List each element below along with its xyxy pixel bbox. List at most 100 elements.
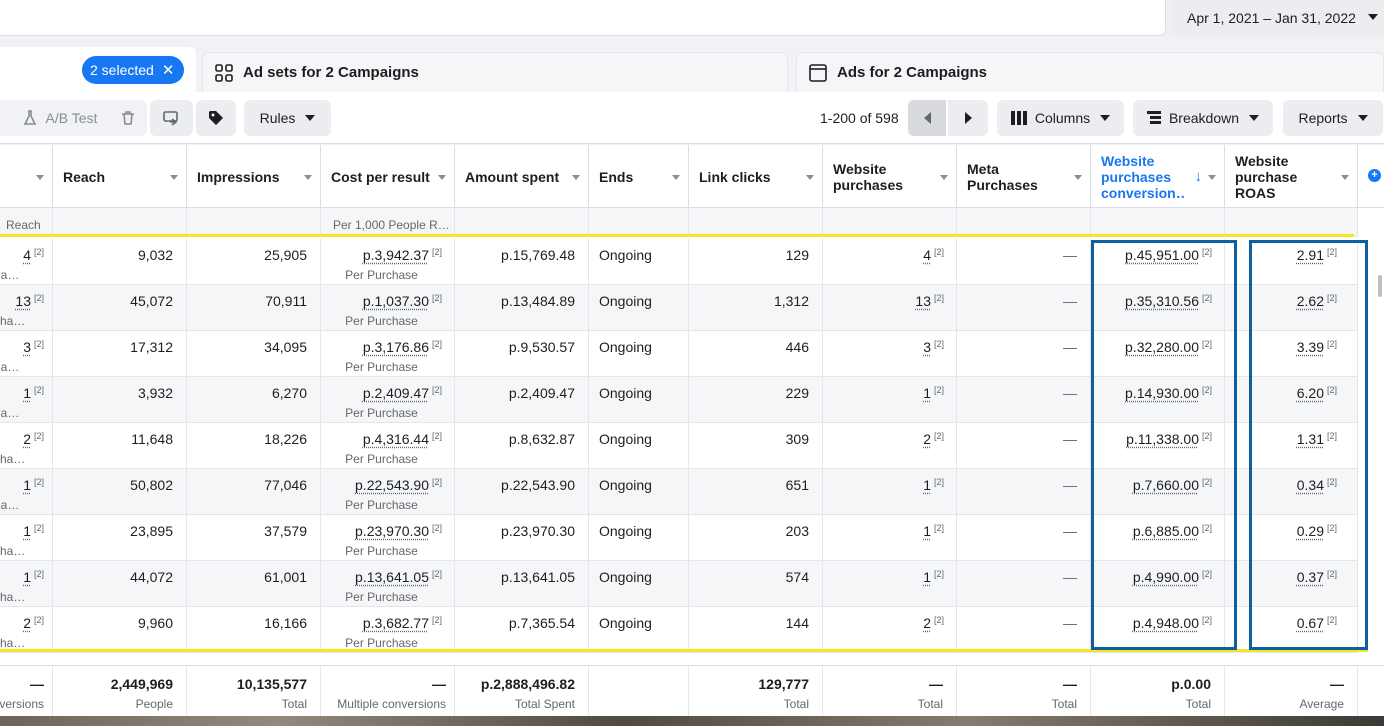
next-page-button[interactable] [948, 100, 988, 136]
roas-value[interactable]: 0.34 [1296, 477, 1324, 493]
conv-value-value[interactable]: p.45,951.00 [1125, 247, 1199, 263]
purchases-value[interactable]: 2 [923, 431, 931, 447]
cost-value[interactable]: p.3,682.77 [362, 615, 429, 631]
table-row-partial[interactable]: Reach Per 1,000 People R… [0, 208, 1358, 237]
total-purchases-value: — [929, 676, 943, 692]
purchases-value[interactable]: 1 [923, 569, 931, 585]
conv-value-value[interactable]: p.35,310.56 [1125, 293, 1199, 309]
results-value[interactable]: 13 [15, 293, 31, 309]
tab-ads[interactable]: Ads for 2 Campaigns [796, 52, 1384, 92]
breakdown-dropdown[interactable]: Breakdown [1133, 100, 1273, 136]
purchases-value[interactable]: 1 [923, 477, 931, 493]
date-range-picker[interactable]: Apr 1, 2021 – Jan 31, 2022 [1172, 0, 1384, 36]
column-header-results[interactable] [0, 145, 53, 208]
roas-value[interactable]: 1.31 [1296, 431, 1324, 447]
column-header-conversion-value[interactable]: Website purchases conversion… ↓ [1091, 145, 1225, 208]
cost-value[interactable]: p.4,316.44 [362, 431, 429, 447]
purchases-value[interactable]: 2 [923, 615, 931, 631]
roas-value[interactable]: 6.20 [1296, 385, 1324, 401]
purchases-value[interactable]: 3 [923, 339, 931, 355]
footnote-marker: [2] [33, 523, 44, 533]
total-meta-value: — [1063, 676, 1077, 692]
columns-label: Columns [1034, 110, 1091, 126]
roas-value[interactable]: 0.67 [1296, 615, 1324, 631]
cost-value[interactable]: p.22,543.90 [355, 477, 429, 493]
cost-value[interactable]: p.3,942.37 [362, 247, 429, 263]
ends-cell: Ongoing [589, 285, 689, 330]
delete-button[interactable] [109, 100, 147, 136]
roas-value[interactable]: 0.37 [1296, 569, 1324, 585]
conv-value-value[interactable]: p.4,948.00 [1132, 615, 1199, 631]
column-header-link-clicks[interactable]: Link clicks [689, 145, 823, 208]
results-value[interactable]: 4 [23, 247, 31, 263]
selected-pill[interactable]: 2 selected ✕ [82, 56, 185, 84]
roas-value[interactable]: 3.39 [1296, 339, 1324, 355]
column-header-reach[interactable]: Reach [53, 145, 187, 208]
conv-value-value[interactable]: p.4,990.00 [1132, 569, 1199, 585]
ab-test-button[interactable]: A/B Test [0, 100, 119, 136]
results-value[interactable]: 2 [23, 431, 31, 447]
column-header-cost-per-result[interactable]: Cost per result [321, 145, 455, 208]
roas-value[interactable]: 2.91 [1296, 247, 1324, 263]
column-header-amount-spent[interactable]: Amount spent [455, 145, 589, 208]
results-value[interactable]: 1 [23, 523, 31, 539]
conv-value-value[interactable]: p.7,660.00 [1132, 477, 1199, 493]
roas-value[interactable]: 2.62 [1296, 293, 1324, 309]
tag-button[interactable] [196, 100, 236, 136]
tab-campaigns[interactable]: 2 selected ✕ [0, 47, 196, 92]
conv-value-value[interactable]: p.11,338.00 [1126, 431, 1199, 447]
cost-cell: p.22,543.90 [2] Per Purchase [321, 469, 455, 514]
vertical-scrollbar[interactable] [1378, 275, 1382, 297]
cost-value[interactable]: p.13,641.05 [355, 569, 429, 585]
rules-dropdown[interactable]: Rules [244, 100, 331, 136]
results-value[interactable]: 3 [23, 339, 31, 355]
cost-value[interactable]: p.2,409.47 [362, 385, 429, 401]
total-reach-cell: 2,449,969 People [53, 666, 187, 717]
duplicate-button[interactable] [150, 100, 193, 136]
results-value[interactable]: 1 [23, 477, 31, 493]
results-value[interactable]: 1 [23, 385, 31, 401]
purchases-value[interactable]: 13 [915, 293, 931, 309]
results-value[interactable]: 2 [23, 615, 31, 631]
purchases-value[interactable]: 1 [923, 523, 931, 539]
search-area[interactable] [0, 0, 1166, 36]
prev-page-button[interactable] [908, 100, 946, 136]
column-header-roas[interactable]: Website purchase ROAS (return… [1225, 145, 1358, 208]
column-header-meta-purchases[interactable]: Meta Purchases [957, 145, 1091, 208]
cost-value[interactable]: p.23,970.30 [355, 523, 429, 539]
cost-sub: Per Purchase [345, 498, 418, 512]
roas-value[interactable]: 0.29 [1296, 523, 1324, 539]
conv-value-value[interactable]: p.14,930.00 [1125, 385, 1199, 401]
column-header-impressions[interactable]: Impressions [187, 145, 321, 208]
close-icon[interactable]: ✕ [161, 61, 175, 79]
footnote-marker: [2] [933, 293, 944, 303]
column-header-website-purchases[interactable]: Website purchases [823, 145, 957, 208]
purchases-value[interactable]: 4 [923, 247, 931, 263]
results-value[interactable]: 1 [23, 569, 31, 585]
conv-value-value[interactable]: p.6,885.00 [1132, 523, 1199, 539]
tab-adsets[interactable]: Ad sets for 2 Campaigns [202, 52, 788, 92]
spent-value: p.9,530.57 [508, 339, 575, 355]
results-sub: cha… [0, 544, 26, 558]
cost-value[interactable]: p.1,037.30 [362, 293, 429, 309]
column-header-ends[interactable]: Ends [589, 145, 689, 208]
columns-dropdown[interactable]: Columns [997, 100, 1124, 136]
conv-value-value[interactable]: p.32,280.00 [1125, 339, 1199, 355]
footnote-marker: [2] [33, 615, 44, 625]
results-sub: cha… [0, 636, 26, 650]
add-column-icon[interactable]: + [1368, 169, 1381, 182]
cost-value[interactable]: p.3,176.86 [362, 339, 429, 355]
reports-dropdown[interactable]: Reports [1283, 100, 1383, 136]
footnote-marker: [2] [431, 615, 442, 625]
purchases-value[interactable]: 1 [923, 385, 931, 401]
conv-value-cell: p.35,310.56 [2] [1091, 285, 1225, 330]
